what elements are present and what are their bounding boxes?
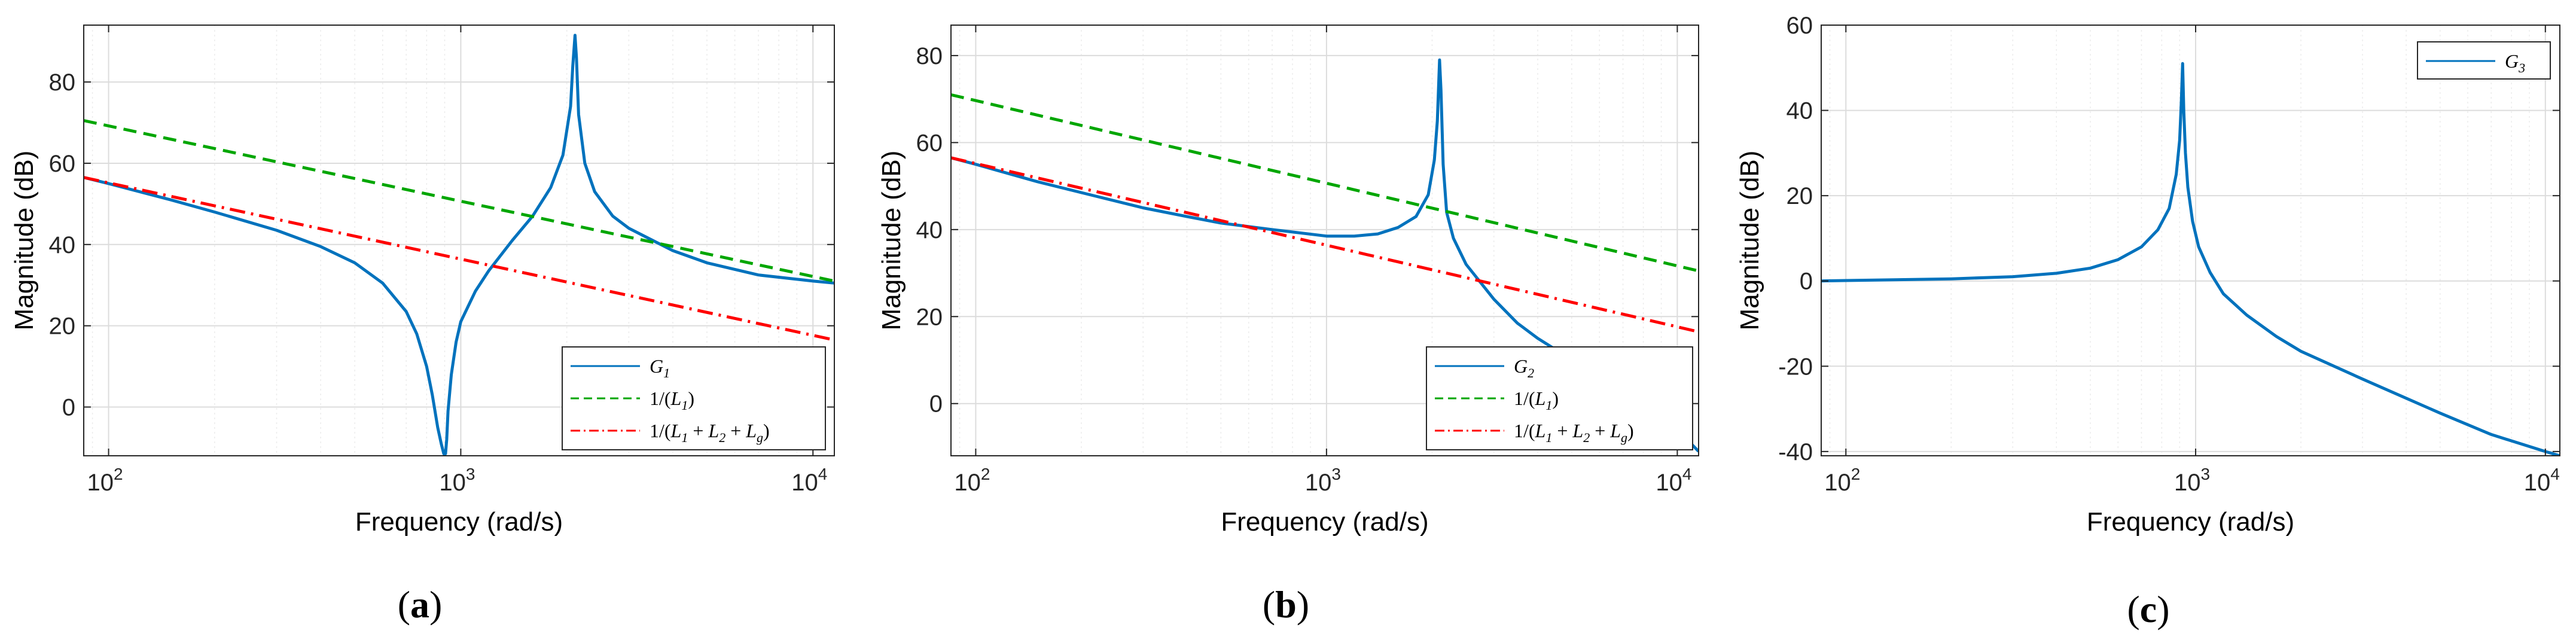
y-tick-label: 40 bbox=[1787, 98, 1813, 124]
y-tick-label: 80 bbox=[49, 69, 76, 96]
series-line-G3 bbox=[1821, 62, 2560, 456]
y-axis-label: Magnitude (dB) bbox=[10, 151, 39, 331]
series-line-1-L1- bbox=[951, 93, 1699, 273]
y-tick-label: 0 bbox=[62, 394, 75, 420]
legend-entry: 1/(L1​) bbox=[650, 388, 694, 413]
x-axis-label: Frequency (rad/s) bbox=[2087, 507, 2294, 537]
legend: G3​ bbox=[2417, 41, 2551, 80]
x-tick-label: 102 bbox=[87, 465, 123, 496]
series-line-G1 bbox=[84, 33, 834, 456]
legend-entry: G3​ bbox=[2505, 50, 2525, 75]
y-tick-label: 20 bbox=[49, 313, 76, 340]
series-group bbox=[1821, 62, 2560, 456]
axes-box bbox=[1821, 25, 2560, 456]
y-tick-label: 0 bbox=[929, 391, 943, 417]
panel-label: (b) bbox=[1263, 583, 1309, 626]
legend: G2​ 1/(L1​) 1/(L1​ + L2​ + Lg​) bbox=[1426, 346, 1693, 450]
axes-box bbox=[83, 25, 835, 456]
x-tick-label: 104 bbox=[1656, 465, 1691, 496]
y-tick-label: 20 bbox=[1787, 183, 1813, 209]
chart-panel-a: 0 20 40 60 80 102 103 104 Frequency (rad/s) Magni… bbox=[10, 25, 835, 626]
y-tick-label: 60 bbox=[916, 130, 943, 156]
y-axis-label: Magnitude (dB) bbox=[1735, 151, 1764, 331]
y-tick-label: 40 bbox=[916, 217, 943, 243]
x-axis-label: Frequency (rad/s) bbox=[1221, 507, 1428, 537]
y-tick-label: 20 bbox=[916, 304, 943, 330]
x-tick-label: 103 bbox=[2174, 465, 2210, 496]
legend-box bbox=[1426, 346, 1693, 450]
panel-label: (a) bbox=[398, 583, 443, 626]
series-group bbox=[84, 33, 834, 456]
y-tick-label: -20 bbox=[1778, 353, 1813, 380]
y-tick-label: 80 bbox=[916, 43, 943, 69]
x-tick-label: 102 bbox=[954, 465, 990, 496]
plot-area bbox=[1821, 25, 2560, 456]
x-tick-label: 103 bbox=[1305, 465, 1341, 496]
series-line-1-L1-L2-Lg- bbox=[84, 176, 834, 342]
y-tick-label: 60 bbox=[1787, 13, 1813, 39]
y-tick-label: -40 bbox=[1778, 439, 1813, 465]
y-tick-label: 60 bbox=[49, 151, 76, 177]
x-tick-label: 102 bbox=[1824, 465, 1860, 496]
y-axis-label: Magnitude (dB) bbox=[877, 151, 906, 331]
chart-panel-b: 0 20 40 60 80 102 103 104 Frequency (rad/s) Magni… bbox=[877, 25, 1699, 626]
chart-panel-c: -40 -20 0 20 40 60 102 103 104 Frequency (rad/s) M… bbox=[1735, 13, 2560, 630]
panel-label: (c) bbox=[2127, 588, 2169, 630]
x-tick-label: 104 bbox=[791, 465, 827, 496]
legend-entry: 1/(L1​ + L2​ + Lg​) bbox=[650, 420, 770, 445]
series-line-1-L1- bbox=[84, 119, 834, 283]
axes-box bbox=[950, 25, 1699, 456]
x-tick-label: 103 bbox=[439, 465, 475, 496]
series-line-1-L1-L2-Lg- bbox=[951, 156, 1699, 334]
legend-entry: G1​ bbox=[650, 355, 670, 380]
legend: G1​ 1/(L1​) 1/(L1​ + L2​ + Lg​) bbox=[562, 346, 826, 450]
x-axis-label: Frequency (rad/s) bbox=[355, 507, 563, 537]
series-line-G2 bbox=[951, 58, 1566, 357]
legend-entry: 1/(L1​) bbox=[1514, 388, 1559, 413]
y-tick-label: 40 bbox=[49, 232, 76, 258]
legend-entry: G2​ bbox=[1514, 355, 1534, 380]
legend-entry: 1/(L1​ + L2​ + Lg​) bbox=[1514, 420, 1634, 445]
y-tick-label: 0 bbox=[1800, 269, 1813, 295]
x-tick-label: 104 bbox=[2524, 465, 2560, 496]
legend-box bbox=[562, 346, 826, 450]
